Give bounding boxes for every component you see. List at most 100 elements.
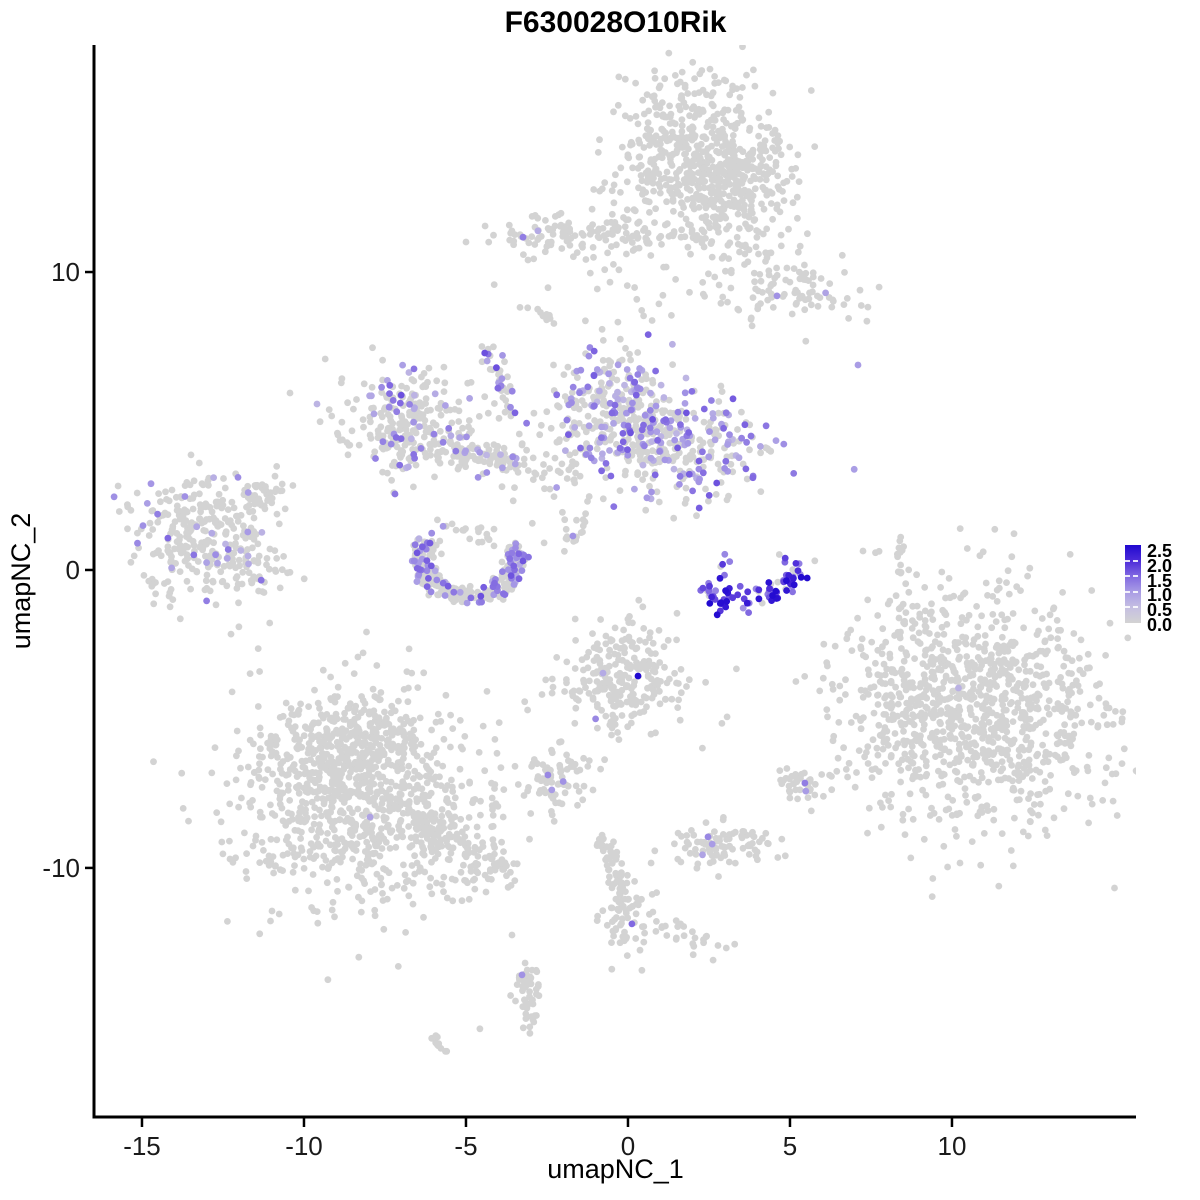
data-point: [946, 710, 954, 718]
data-point: [567, 763, 575, 770]
data-point: [869, 736, 877, 744]
data-point: [341, 839, 348, 846]
data-point: [765, 108, 773, 116]
data-point: [902, 609, 910, 616]
data-point: [709, 123, 717, 131]
data-point: [956, 859, 964, 867]
data-point: [668, 312, 675, 319]
data-point: [1118, 760, 1126, 767]
data-point: [903, 651, 911, 659]
data-point: [1061, 739, 1069, 747]
data-point: [663, 198, 670, 206]
data-point: [333, 738, 341, 746]
data-point: [875, 721, 883, 729]
data-point: [671, 669, 678, 677]
data-point: [423, 801, 431, 808]
data-point: [1010, 638, 1018, 646]
data-point: [757, 449, 764, 457]
data-point: [604, 249, 611, 257]
data-point: [892, 744, 899, 752]
data-point: [386, 795, 394, 803]
data-point: [243, 850, 251, 857]
data-point: [559, 421, 566, 429]
data-point: [319, 863, 326, 871]
data-point: [462, 238, 470, 246]
data-point: [1077, 636, 1085, 644]
data-point: [291, 853, 299, 861]
data-point: [794, 151, 802, 159]
data-point: [289, 482, 297, 489]
data-point: [971, 749, 979, 757]
data-point: [495, 719, 503, 726]
data-point: [593, 653, 601, 661]
data-point: [520, 461, 528, 468]
data-point: [968, 690, 976, 698]
data-point: [524, 256, 532, 264]
data-point: [879, 730, 886, 738]
data-point: [243, 875, 251, 882]
data-point: [353, 780, 360, 788]
data-point: [913, 695, 921, 703]
data-point: [439, 762, 447, 770]
data-point: [159, 512, 167, 519]
data-point: [909, 751, 917, 759]
data-point: [739, 45, 746, 51]
data-point: [1018, 694, 1026, 702]
data-point: [434, 710, 442, 718]
data-point: [265, 861, 273, 869]
data-point: [134, 529, 141, 537]
data-point: [913, 571, 920, 579]
data-point: [635, 153, 643, 161]
data-point: [748, 322, 756, 330]
data-point: [1070, 630, 1078, 637]
data-point: [944, 863, 951, 871]
data-point: [676, 166, 684, 173]
data-point: [380, 925, 388, 933]
data-point: [354, 653, 362, 661]
data-point: [1054, 644, 1062, 652]
data-point: [894, 700, 902, 708]
data-point: [326, 768, 333, 776]
data-point: [887, 753, 895, 761]
data-point: [335, 755, 343, 762]
data-point: [685, 676, 693, 684]
data-point: [608, 187, 616, 195]
data-point: [968, 761, 976, 769]
data-point: [316, 806, 323, 814]
data-point: [917, 680, 925, 687]
data-point: [1064, 698, 1071, 706]
data-point: [417, 740, 425, 748]
data-point: [366, 708, 373, 716]
data-point: [232, 533, 240, 541]
data-point: [1050, 814, 1058, 822]
data-point: [774, 172, 782, 180]
data-point: [402, 713, 410, 721]
data-point: [978, 774, 986, 782]
data-point: [883, 702, 891, 710]
data-point: [315, 758, 323, 766]
data-point: [856, 286, 864, 294]
data-point: [315, 773, 323, 781]
data-point: [699, 148, 707, 156]
data-point: [167, 586, 175, 593]
data-point: [700, 170, 707, 178]
data-point: [736, 94, 744, 101]
data-point: [581, 518, 589, 526]
data-point: [688, 136, 696, 144]
data-point: [310, 769, 318, 777]
data-point: [410, 377, 418, 385]
data-point: [279, 712, 287, 720]
data-point: [1045, 697, 1053, 705]
data-point: [652, 132, 660, 140]
data-point: [985, 686, 993, 693]
data-point: [525, 239, 533, 247]
data-point: [442, 448, 450, 456]
data-point: [678, 116, 686, 123]
data-point: [510, 237, 518, 245]
data-point: [578, 656, 586, 664]
data-point: [268, 810, 276, 817]
data-point: [328, 823, 336, 831]
data-point: [926, 630, 933, 637]
data-point: [494, 803, 502, 810]
